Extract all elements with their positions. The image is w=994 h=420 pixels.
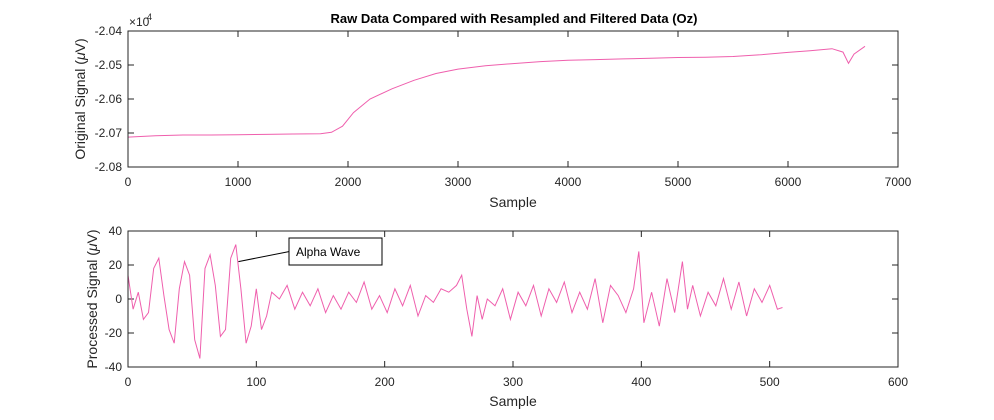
x-tick-label: 1000 <box>225 175 252 189</box>
y-tick-label: -2.05 <box>95 58 123 72</box>
x-tick-label: 6000 <box>775 175 802 189</box>
x-tick-label: 300 <box>503 375 523 389</box>
top-axes-box <box>127 30 899 168</box>
x-tick-label: 7000 <box>885 175 912 189</box>
y-tick-label: -20 <box>105 326 123 340</box>
top-y-axis-label: Original Signal (μV) <box>72 38 88 159</box>
y-tick-label: 0 <box>115 292 122 306</box>
bottom-axes: 0 100 200 300 400 500 600 -40 -20 0 20 40 Sample P… <box>84 224 908 409</box>
y-tick-label: -2.04 <box>95 24 123 38</box>
top-signal-line <box>127 45 866 138</box>
annotation-arrow <box>238 250 293 263</box>
bottom-tick-marks <box>127 230 899 368</box>
bottom-y-axis-label: Processed Signal (μV) <box>84 229 100 368</box>
annotation-text: Alpha Wave <box>296 245 361 259</box>
bottom-y-axis-label-mu: μ <box>84 243 100 252</box>
top-y-tick-labels: -2.08 -2.07 -2.06 -2.05 -2.04 <box>95 24 123 174</box>
x-tick-label: 0 <box>125 375 132 389</box>
top-exponent-power: 4 <box>147 12 152 22</box>
bottom-y-axis-label-prefix: Processed Signal ( <box>84 251 100 369</box>
bottom-y-axis-label-suffix: V) <box>84 229 100 243</box>
top-x-tick-labels: 0 1000 2000 3000 4000 5000 6000 7000 <box>125 175 912 189</box>
y-tick-label: -2.07 <box>95 126 123 140</box>
x-tick-label: 3000 <box>445 175 472 189</box>
x-tick-label: 400 <box>631 375 651 389</box>
top-y-axis-label-mu: μ <box>72 52 88 61</box>
y-tick-label: -2.08 <box>95 160 123 174</box>
y-tick-label: -2.06 <box>95 92 123 106</box>
top-exponent-base: ×10 <box>129 15 150 29</box>
bottom-axes-box <box>127 230 899 368</box>
top-y-axis-label-prefix: Original Signal ( <box>72 60 88 160</box>
x-tick-label: 0 <box>125 175 132 189</box>
x-tick-label: 500 <box>760 375 780 389</box>
bottom-x-axis-label: Sample <box>489 393 537 409</box>
top-title: Raw Data Compared with Resampled and Fil… <box>331 11 698 26</box>
top-axes: Raw Data Compared with Resampled and Fil… <box>72 11 912 210</box>
bottom-signal-line <box>127 244 783 359</box>
top-exponent: ×10 4 <box>129 12 152 29</box>
alpha-wave-annotation: Alpha Wave <box>238 237 383 266</box>
x-tick-label: 5000 <box>665 175 692 189</box>
x-tick-label: 200 <box>375 375 395 389</box>
y-tick-label: 40 <box>109 224 123 238</box>
x-tick-label: 4000 <box>555 175 582 189</box>
y-tick-label: -40 <box>105 360 123 374</box>
top-x-axis-label: Sample <box>489 194 537 210</box>
x-tick-label: 2000 <box>335 175 362 189</box>
bottom-y-tick-labels: -40 -20 0 20 40 <box>105 224 123 374</box>
annotation-box <box>288 237 383 266</box>
y-tick-label: 20 <box>109 258 123 272</box>
x-tick-label: 600 <box>888 375 908 389</box>
x-tick-label: 100 <box>246 375 266 389</box>
bottom-x-tick-labels: 0 100 200 300 400 500 600 <box>125 375 909 389</box>
top-y-axis-label-suffix: V) <box>72 38 88 52</box>
top-tick-marks <box>127 30 899 168</box>
